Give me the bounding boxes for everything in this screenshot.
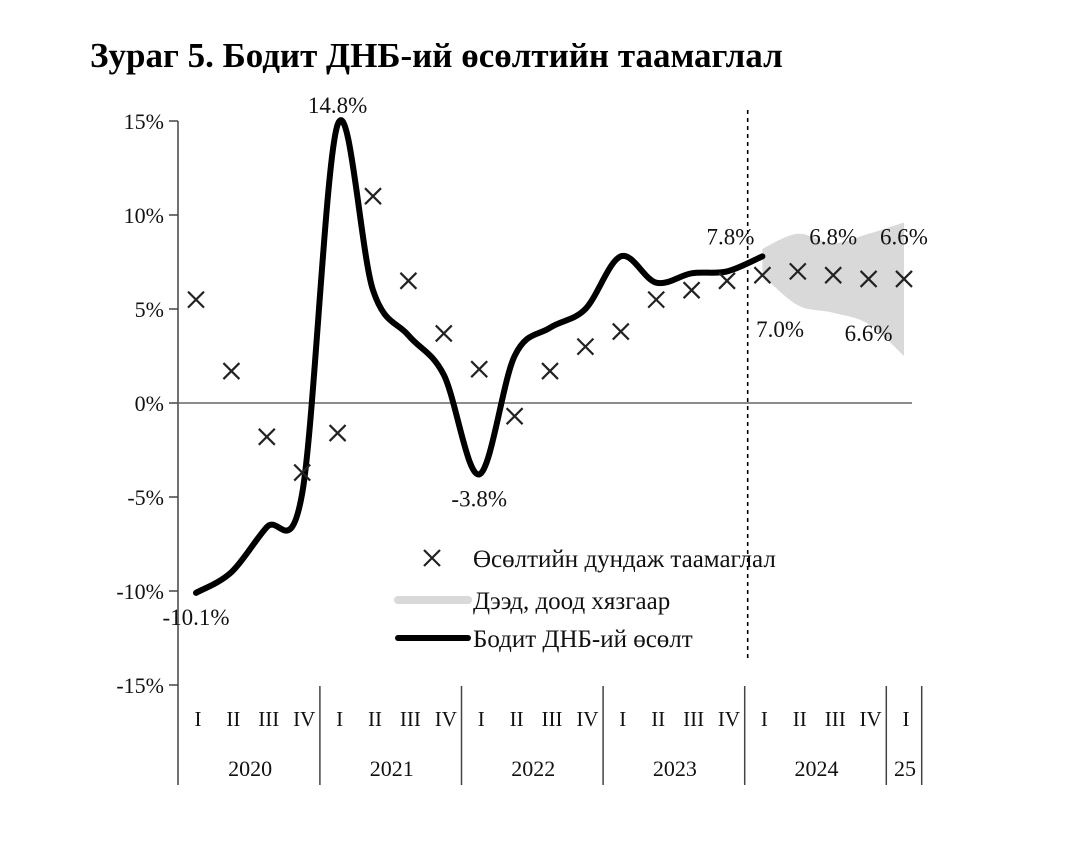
- forecast-point-stroke: [541, 362, 559, 380]
- year-label: 2024: [795, 756, 839, 781]
- forecast-point-stroke: [859, 270, 878, 288]
- quarter-label: III: [825, 707, 846, 731]
- forecast-point: [682, 281, 701, 299]
- forecast-point: [576, 337, 595, 356]
- quarter-label: I: [903, 707, 910, 731]
- year-label: 2020: [228, 756, 272, 781]
- forecast-point-stroke: [505, 407, 524, 425]
- forecast-point-stroke: [576, 337, 595, 356]
- quarter-label: II: [793, 707, 807, 731]
- forecast-point-stroke: [682, 281, 701, 299]
- quarter-label: III: [400, 707, 421, 731]
- y-tick-label: 0%: [135, 391, 164, 416]
- legend: Өсөлтийн дундаж таамаглал Дээд, доод хязг…: [394, 546, 776, 653]
- quarter-label: I: [336, 707, 343, 731]
- forecast-point-stroke: [789, 262, 807, 281]
- forecast-point: [364, 187, 382, 205]
- quarter-label: III: [258, 707, 279, 731]
- legend-label: Дээд, доод хязгаар: [473, 588, 670, 615]
- quarter-label: IV: [435, 707, 457, 731]
- forecast-point-stroke: [222, 362, 241, 380]
- data-label: 6.6%: [845, 321, 893, 346]
- forecast-point: [789, 262, 807, 281]
- forecast-point-stroke: [435, 324, 453, 343]
- forecast-point-stroke: [187, 290, 205, 309]
- year-label: 25: [894, 756, 916, 781]
- actual-growth-line: [193, 117, 766, 596]
- year-label: 2023: [653, 756, 697, 781]
- forecast-point-stroke: [364, 187, 382, 205]
- forecast-point-stroke: [612, 322, 630, 341]
- year-label: 2022: [511, 756, 555, 781]
- quarter-label: I: [195, 707, 202, 731]
- quarter-label: I: [761, 707, 768, 731]
- y-tick-label: -15%: [116, 673, 164, 698]
- forecast-point-stroke: [824, 266, 842, 284]
- forecast-point: [647, 290, 665, 309]
- forecast-point-stroke: [399, 272, 418, 290]
- forecast-point: [505, 407, 524, 425]
- forecast-point: [753, 266, 772, 284]
- y-tick-label: -5%: [127, 485, 164, 510]
- forecast-marker-layer: [187, 187, 913, 482]
- quarter-label: II: [651, 707, 665, 731]
- forecast-point: [293, 463, 311, 482]
- forecast-point: [470, 360, 488, 378]
- data-label: -3.8%: [451, 486, 507, 511]
- forecast-point: [859, 270, 878, 288]
- forecast-band-layer: [762, 222, 904, 356]
- forecast-point: [328, 424, 347, 442]
- axis-layer: 15%10%5%0%-5%-10%-15%I II III IV I II III IV I II…: [116, 109, 923, 785]
- actual-line-layer: [193, 117, 766, 596]
- legend-marker-symbol: [423, 549, 441, 567]
- quarter-label: IV: [718, 707, 740, 731]
- legend-marker-stroke: [423, 549, 441, 567]
- quarter-label: II: [510, 707, 524, 731]
- forecast-point-stroke: [895, 270, 913, 288]
- forecast-point-stroke: [753, 266, 772, 284]
- quarter-label: II: [368, 707, 382, 731]
- forecast-point-stroke: [328, 424, 347, 442]
- data-label: 14.8%: [308, 93, 367, 118]
- forecast-point: [258, 428, 276, 446]
- forecast-band: [762, 222, 904, 356]
- data-label-layer: 14.8% -3.8% -10.1% 7.8% 7.0% 6.8% 6.6% 6.6%: [162, 93, 928, 630]
- data-label: 7.8%: [706, 224, 754, 249]
- y-tick-label: -10%: [116, 579, 164, 604]
- y-tick-label: 5%: [135, 297, 164, 322]
- forecast-point: [187, 290, 205, 309]
- quarter-label: IV: [293, 707, 315, 731]
- forecast-point-stroke: [647, 290, 665, 309]
- quarter-label: I: [619, 707, 626, 731]
- year-label: 2021: [370, 756, 414, 781]
- forecast-point: [541, 362, 559, 380]
- quarter-label: IV: [860, 707, 882, 731]
- data-label: 7.0%: [756, 317, 804, 342]
- forecast-point: [435, 324, 453, 343]
- forecast-point-stroke: [470, 360, 488, 378]
- quarter-label: III: [542, 707, 563, 731]
- y-tick-label: 10%: [124, 203, 164, 228]
- forecast-point-stroke: [293, 463, 311, 482]
- chart-title: Зураг 5. Бодит ДНБ-ий өсөлтийн таамаглал: [90, 36, 783, 75]
- quarter-label: I: [478, 707, 485, 731]
- quarter-label: II: [226, 707, 240, 731]
- forecast-point: [612, 322, 630, 341]
- legend-label: Өсөлтийн дундаж таамаглал: [473, 546, 776, 573]
- data-label: 6.6%: [880, 224, 928, 249]
- forecast-point-stroke: [258, 428, 276, 446]
- forecast-point: [718, 272, 736, 290]
- data-label: 6.8%: [809, 224, 857, 249]
- forecast-point: [222, 362, 241, 380]
- y-tick-label: 15%: [124, 109, 164, 134]
- forecast-point: [824, 266, 842, 284]
- forecast-point: [399, 272, 418, 290]
- legend-label: Бодит ДНБ-ий өсөлт: [473, 626, 693, 653]
- forecast-point: [895, 270, 913, 288]
- quarter-label: IV: [576, 707, 598, 731]
- forecast-point-stroke: [718, 272, 736, 290]
- quarter-label: III: [683, 707, 704, 731]
- data-label: -10.1%: [162, 605, 229, 630]
